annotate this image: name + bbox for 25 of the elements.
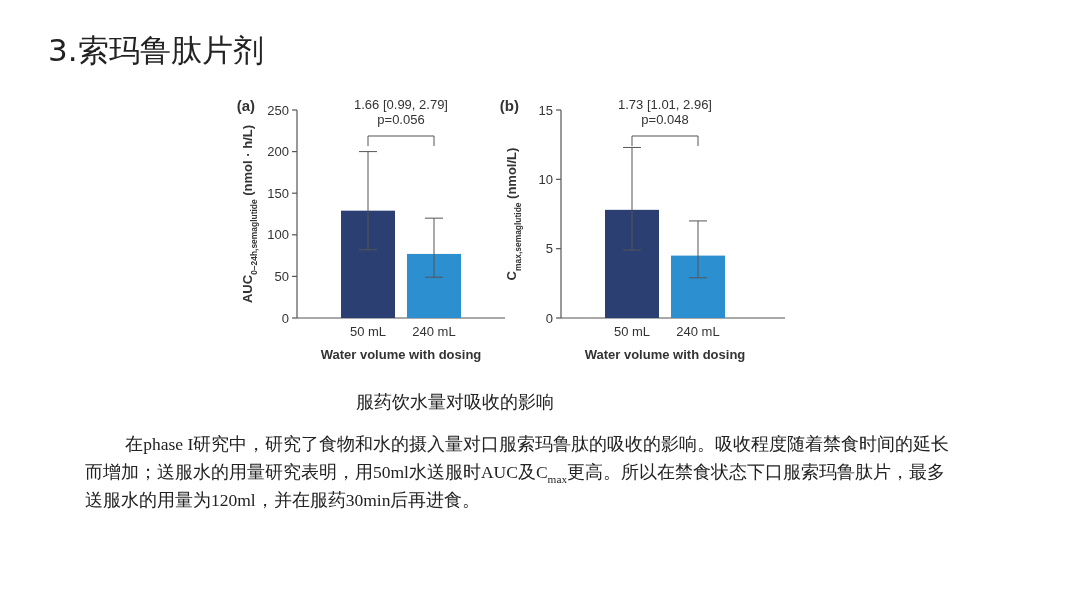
y-tick-label: 0: [281, 310, 289, 326]
x-tick-label: 50 mL: [613, 324, 651, 339]
y-tick-label: 250: [267, 102, 289, 118]
x-tick-label: 240 mL: [412, 324, 456, 339]
chart-title: (b): [499, 97, 519, 114]
annotation: p=0.048: [641, 112, 689, 127]
text: 在phase I研究中，研究了食物和水的摄入量对口服索玛鲁肽的吸收的影响。吸收程度随着禁食时间的延长而增加；送服水的用量研究表明，用50ml水送服时AUC及C$_{max}$更高。所以在禁食状态下口服索玛鲁肽片，最多送服水的用量为120ml，并在服药30min后再进食。: [85, 434, 950, 510]
y-tick-label: 100: [267, 227, 289, 243]
y-tick-label: 0: [545, 310, 553, 326]
x-tick-label: 50 mL: [349, 324, 387, 339]
annotation: p=0.056: [377, 112, 425, 127]
x-axis-title: Water volume with dosing: [584, 347, 746, 362]
y-tick-label: 150: [267, 185, 289, 201]
y-tick-label: 10: [538, 171, 553, 187]
annotation: 1.73 [1.01, 2.96]: [618, 97, 712, 112]
y-tick-label: 200: [267, 144, 289, 160]
y-tick-label: 15: [538, 102, 553, 118]
y-tick-label: 5: [545, 241, 553, 257]
x-axis-title: Water volume with dosing: [320, 347, 482, 362]
text: 3.索玛鲁肽片剂: [48, 31, 264, 70]
chart-title: (a): [236, 97, 255, 114]
y-tick-label: 50: [274, 268, 289, 284]
annotation: 1.66 [0.99, 2.79]: [354, 97, 448, 112]
x-tick-label: 240 mL: [676, 324, 720, 339]
text: 服药饮水量对吸收的影响: [355, 390, 555, 414]
